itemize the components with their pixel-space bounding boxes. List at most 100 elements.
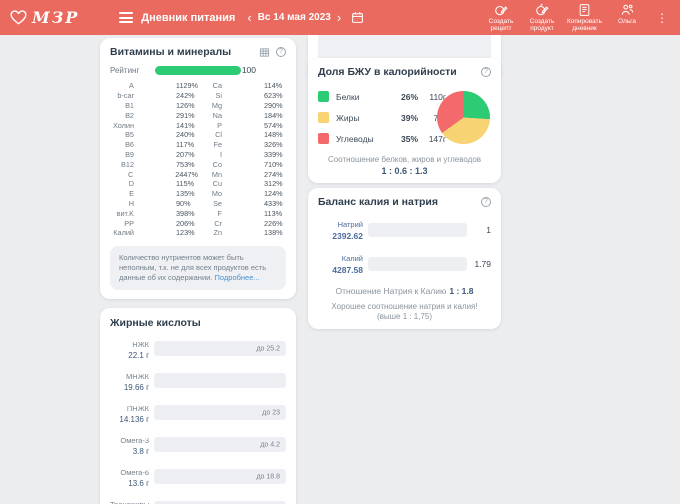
nutrient-bar (225, 122, 261, 129)
vitamins-minerals-panel: Витамины и минералы ? Рейтинг 100 A 1129… (100, 38, 296, 299)
fatty-acid-amount: 14.136 г (119, 414, 149, 424)
nutrient-bar (225, 102, 261, 109)
nutrient-value: 240% (176, 130, 195, 140)
fatty-acid-name: ПНЖК (126, 403, 149, 413)
nutrient-value: 1129% (175, 81, 198, 91)
balance-bar (368, 222, 467, 237)
vitamins-left-column: A 1129% b-car 242% B1 126% B2 291% Холин… (110, 81, 198, 238)
user-icon (620, 3, 635, 18)
fatty-acid-amount: 22.1 г (128, 350, 149, 360)
nutrient-value: 207% (176, 149, 195, 159)
rating-bar (155, 65, 241, 75)
nutrient-label: Co (212, 159, 222, 169)
app-logo[interactable]: МЗР (10, 8, 79, 27)
nutrient-value: 138% (264, 228, 283, 238)
vitamins-panel-title: Витамины и минералы (110, 46, 232, 58)
nutrient-row: Калий 123% (110, 228, 198, 238)
legend-grams: 147г (428, 133, 446, 144)
balance-help-icon[interactable]: ? (481, 197, 491, 207)
nutrient-bar (225, 220, 261, 227)
legend-grams: 110г (429, 91, 446, 102)
nutrient-value: 124% (264, 189, 283, 199)
nutrient-label: P (217, 120, 222, 130)
nutrient-bar (225, 131, 261, 138)
nutrient-bar (137, 200, 173, 207)
nutrient-bar (225, 161, 261, 168)
legend-percent: 26% (400, 91, 418, 102)
nutrient-label: Na (212, 110, 222, 120)
nutrient-bar (137, 112, 173, 119)
nutrient-bar (137, 131, 173, 138)
fatty-acid-min-label: от 18.8 (126, 369, 149, 377)
nutrient-label: Калий (113, 228, 134, 238)
page-title: Дневник питания (141, 11, 236, 24)
create-product-button[interactable]: Создать продукт (526, 3, 558, 33)
balance-row: Натрий 2392.62 1 (318, 218, 491, 241)
legend-percent: 35% (400, 133, 418, 144)
next-day-button[interactable]: › (336, 10, 342, 25)
fatty-acid-bar: от 18.8 (126, 370, 286, 389)
nutrient-bar (225, 82, 261, 89)
nutrient-label: B1 (125, 100, 134, 110)
nutrient-row: E 135% (110, 189, 198, 199)
nutrient-row: B9 207% (110, 150, 198, 160)
more-menu-icon[interactable]: ⋮ (656, 10, 668, 25)
legend-row: Жиры 39% 72г (318, 107, 446, 128)
fatty-acid-amount: 13.6 г (128, 478, 149, 488)
date-display[interactable]: Вс 14 мая 2023 (257, 12, 331, 23)
menu-icon[interactable] (119, 12, 134, 23)
nutrient-row: B1 126% (110, 101, 198, 111)
fatty-acid-name: НЖК (132, 339, 149, 349)
nutrient-row: Se 433% (198, 199, 286, 209)
nutrient-row: Mo 124% (198, 189, 286, 199)
nutrient-value: 753% (176, 159, 195, 169)
bju-footer-value: 1 : 0.6 : 1.3 (381, 166, 428, 176)
balance-amount: 2392.62 (332, 230, 363, 241)
nutrient-value: 312% (264, 179, 283, 189)
nutrient-label: Si (215, 91, 223, 101)
nutrient-row: Si 623% (198, 91, 286, 101)
legend-row: Углеводы 35% 147г (318, 128, 446, 149)
nutrient-value: 123% (176, 228, 195, 238)
table-view-icon[interactable] (259, 47, 270, 58)
nutrient-row: I 339% (198, 150, 286, 160)
nutrient-value: 274% (264, 169, 283, 179)
nutrient-label: I (219, 149, 222, 159)
nutrient-row: Co 710% (198, 159, 286, 169)
nutrient-bar (225, 210, 261, 217)
vitamins-help-icon[interactable]: ? (276, 47, 286, 57)
nutrient-value: 326% (264, 140, 283, 150)
calendar-icon[interactable] (351, 11, 364, 24)
nutrient-row: D 115% (110, 179, 198, 189)
nutrient-label: C (127, 169, 134, 179)
nutrient-row: C 2447% (110, 169, 198, 179)
main-content: Витамины и минералы ? Рейтинг 100 A 1129… (0, 13, 680, 504)
prev-day-button[interactable]: ‹ (247, 10, 252, 25)
fatty-acid-bar: от 1 до 4.2 (136, 434, 286, 453)
nutrient-bar (225, 190, 261, 197)
copy-diary-button[interactable]: Копировать дневник (567, 3, 602, 33)
nutrient-label: b-car (117, 91, 134, 101)
legend-label: Белки (336, 91, 360, 102)
user-menu-button[interactable]: Ольга (611, 3, 643, 26)
nutrient-row: Fe 326% (198, 140, 286, 150)
nutrient-bar (225, 141, 261, 148)
bju-footer-label: Соотношение белков, жиров и углеводов (327, 155, 482, 164)
bju-panel: Доля БЖУ в калорийности ? Белки 26% 110г… (308, 58, 501, 183)
nutrient-row: Ca 114% (198, 81, 286, 91)
sodium-potassium-ratio: Отношение Натрия к Калию 1 : 1.8 (335, 286, 474, 296)
nutrient-row: Na 184% (198, 110, 286, 120)
fatty-acid-row: Омега-3 3.8 г от 1 до 4.2 (110, 434, 286, 456)
nutrient-value: 115% (176, 179, 195, 189)
nutrient-label: Fe (213, 140, 222, 150)
fatty-acid-max-label: до 18.8 (256, 473, 280, 481)
bju-help-icon[interactable]: ? (481, 67, 491, 77)
nutrient-bar (137, 92, 173, 99)
nutrient-value: 2447% (175, 169, 198, 179)
note-more-link[interactable]: Подробнее... (214, 272, 260, 282)
legend-swatch (318, 112, 329, 123)
nutrient-bar (225, 180, 261, 187)
fatty-acid-max-label: до 25.2 (256, 345, 280, 353)
nutrient-label: Cl (215, 130, 222, 140)
create-recipe-button[interactable]: Создать рецепт (485, 3, 517, 33)
